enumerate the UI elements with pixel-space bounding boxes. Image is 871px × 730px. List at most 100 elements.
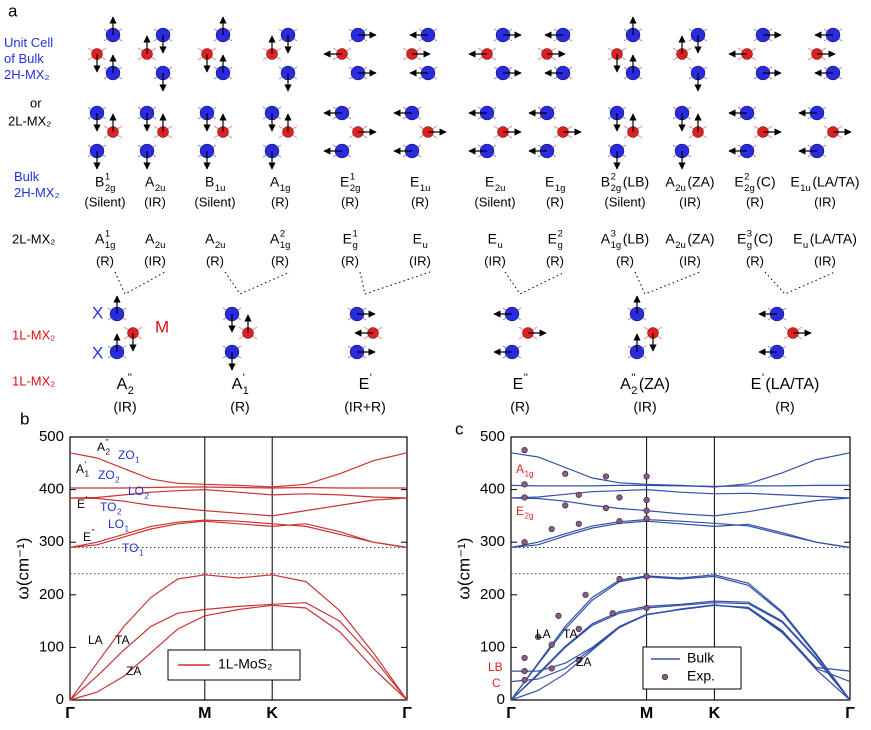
mode-label: E bbox=[77, 497, 85, 511]
mode-label: ZA bbox=[126, 664, 141, 678]
mode-sub: 2g bbox=[105, 183, 116, 194]
mode-label: E bbox=[340, 174, 349, 190]
row-label: or bbox=[30, 95, 42, 110]
experimental-point bbox=[521, 676, 528, 684]
experimental-point bbox=[582, 591, 589, 598]
experimental-point bbox=[575, 520, 582, 527]
correlation-line bbox=[114, 271, 166, 295]
experimental-point bbox=[521, 481, 528, 488]
x-tick-label: M bbox=[198, 705, 211, 722]
experimental-point bbox=[562, 470, 569, 477]
mode-sub: 2 bbox=[145, 492, 150, 501]
mode-sub: u bbox=[498, 240, 503, 251]
mode-activity: (IR) bbox=[814, 194, 836, 209]
experimental-point bbox=[575, 625, 582, 633]
dispersion-branch bbox=[69, 452, 408, 488]
experimental-point bbox=[643, 497, 650, 504]
mode-label: A bbox=[95, 231, 105, 247]
mode-activity: (IR) bbox=[144, 253, 166, 268]
mode-label: E bbox=[413, 231, 422, 247]
dispersion-branch bbox=[69, 488, 408, 499]
mode-label: E bbox=[485, 174, 494, 190]
mode-sub: 1 bbox=[139, 549, 144, 558]
dispersion-branch bbox=[510, 484, 850, 488]
atom-label: X bbox=[92, 303, 103, 322]
mode-activity: (R) bbox=[746, 253, 764, 268]
mode-sup: 2 bbox=[744, 172, 749, 183]
dispersion-branch bbox=[510, 600, 851, 701]
mode-label: A bbox=[232, 376, 243, 393]
mode-sub: 1u bbox=[420, 183, 431, 194]
experimental-point bbox=[521, 654, 528, 662]
mode-label: A bbox=[665, 174, 675, 190]
experimental-point bbox=[602, 473, 610, 480]
mode-sub: 2g bbox=[350, 183, 361, 194]
mode-sub: 2u bbox=[155, 240, 166, 251]
mode-label: LB bbox=[488, 660, 503, 674]
experimental-point bbox=[575, 656, 582, 664]
panel-label: a bbox=[8, 1, 18, 20]
experimental-point bbox=[521, 447, 528, 454]
mode-label: E bbox=[513, 376, 524, 393]
mode-tail: (LA/TA) bbox=[810, 231, 857, 247]
mode-activity: (Silent) bbox=[474, 194, 515, 209]
plot-frame bbox=[69, 436, 408, 701]
y-tick-label: 400 bbox=[39, 481, 64, 498]
mode-activity: (IR) bbox=[409, 253, 431, 268]
mode-activity: (R) bbox=[616, 253, 634, 268]
mode-sub: 2g bbox=[744, 183, 755, 194]
dispersion-branch bbox=[510, 575, 851, 701]
row-label-line: Bulk bbox=[14, 169, 40, 184]
experimental-point bbox=[643, 604, 650, 612]
mode-activity: (Silent) bbox=[194, 194, 235, 209]
x-tick-label: K bbox=[266, 705, 278, 722]
mode-sup: '' bbox=[92, 528, 96, 537]
mode-activity: (R) bbox=[206, 253, 224, 268]
mode-activity: (Silent) bbox=[604, 194, 645, 209]
mode-activity: (IR) bbox=[814, 253, 836, 268]
mode-sup: ' bbox=[86, 495, 88, 504]
row-label: 2L-MX₂ bbox=[12, 231, 55, 246]
mode-label: B bbox=[205, 174, 214, 190]
correlation-line bbox=[224, 271, 291, 295]
mode-sup: 2 bbox=[611, 172, 616, 183]
experimental-point bbox=[643, 573, 650, 580]
mode-sub: 2 bbox=[128, 385, 134, 397]
mode-sub: g bbox=[558, 240, 563, 251]
y-tick-label: 0 bbox=[497, 691, 505, 708]
row-label-line: Unit Cell bbox=[4, 35, 53, 50]
mode-sub: 2u bbox=[155, 183, 166, 194]
panel-label: b bbox=[20, 409, 29, 428]
dispersion-branch bbox=[510, 604, 851, 683]
mode-label: C bbox=[492, 676, 501, 690]
dispersion-branch bbox=[510, 518, 851, 549]
experimental-point bbox=[535, 633, 542, 640]
mode-label: B bbox=[601, 174, 610, 190]
mode-sub: 1g bbox=[555, 183, 566, 194]
legend-label: Exp. bbox=[687, 668, 715, 684]
experimental-point bbox=[548, 641, 555, 648]
x-tick-label: Γ bbox=[65, 705, 75, 722]
panel-label: c bbox=[455, 419, 464, 438]
mode-activity: (R) bbox=[271, 194, 289, 209]
mode-activity: (R) bbox=[746, 194, 764, 209]
mode-activity: (IR) bbox=[679, 194, 701, 209]
mode-tail: (ZA) bbox=[639, 376, 670, 393]
legend-box bbox=[642, 646, 742, 690]
x-tick-label: Γ bbox=[845, 705, 855, 722]
mode-label: TA bbox=[563, 627, 577, 641]
mode-sub: 1 bbox=[85, 470, 90, 479]
mode-label: A bbox=[516, 462, 524, 476]
dispersion-branch bbox=[510, 602, 851, 701]
dispersion-branch bbox=[69, 574, 408, 701]
experimental-point bbox=[602, 504, 610, 512]
correlation-line bbox=[764, 271, 836, 295]
legend-label: 1L-MoS₂ bbox=[218, 656, 272, 672]
mode-sup: 1 bbox=[353, 229, 358, 240]
experimental-point bbox=[575, 491, 582, 498]
mode-tail: (LA/TA) bbox=[765, 376, 819, 393]
mode-sub: 2 bbox=[106, 448, 111, 457]
mode-sub: 1 bbox=[135, 456, 140, 465]
mode-label: A bbox=[270, 174, 280, 190]
